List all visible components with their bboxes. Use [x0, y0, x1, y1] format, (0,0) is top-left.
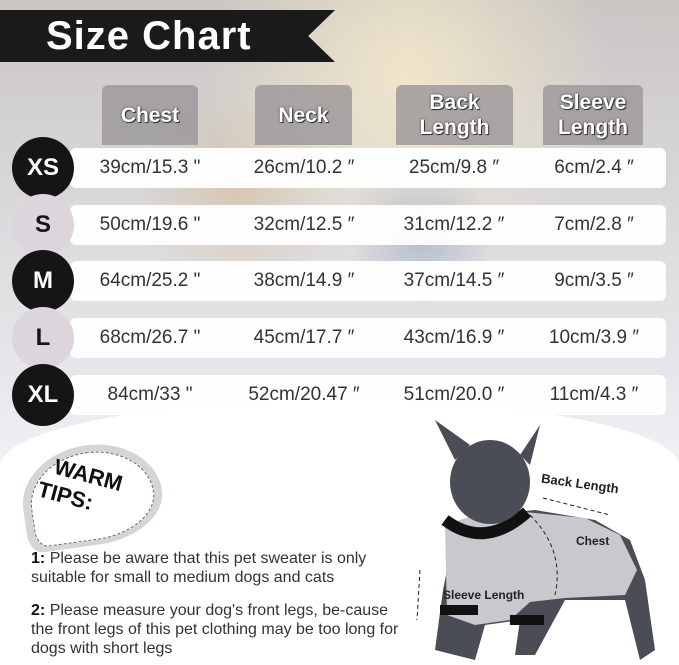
table-row: 84cm/33 " 52cm/20.47 ″ 51cm/20.0 ″ 11cm/4.3…: [70, 375, 666, 415]
cell-neck: 45cm/17.7 ″: [253, 327, 355, 348]
size-badge: XS: [12, 137, 74, 199]
cell-chest: 50cm/19.6 ": [99, 214, 201, 235]
size-badge: M: [12, 250, 74, 312]
cell-neck: 26cm/10.2 ″: [253, 157, 355, 178]
cell-chest: 64cm/25.2 ": [99, 270, 201, 291]
title: Size Chart: [46, 14, 252, 58]
dog-ears: [435, 420, 540, 465]
cuff: [510, 615, 544, 625]
cell-sleeve-length: 11cm/4.3 ″: [549, 384, 639, 405]
measure-lines: [416, 497, 611, 621]
size-badge: XL: [12, 364, 74, 426]
cell-sleeve-length: 7cm/2.8 ″: [554, 214, 634, 235]
header-sleeve-length: Sleeve Length: [543, 85, 643, 145]
label-chest: Chest: [576, 534, 610, 548]
cell-back-length: 31cm/12.2 ″: [403, 214, 505, 235]
tip-text: Please be aware that this pet sweater is…: [31, 550, 367, 586]
header-back-length: Back Length: [396, 85, 513, 145]
cell-chest: 39cm/15.3 ": [99, 157, 201, 178]
cell-sleeve-length: 9cm/3.5 ″: [554, 270, 634, 291]
cell-neck: 38cm/14.9 ″: [253, 270, 355, 291]
cell-chest: 84cm/33 ": [107, 384, 193, 405]
table-row: 64cm/25.2 " 38cm/14.9 ″ 37cm/14.5 ″ 9cm/3.5…: [70, 261, 666, 301]
header-neck: Neck: [255, 85, 352, 145]
dog-illustration: [416, 420, 655, 660]
size-badge: L: [12, 307, 74, 369]
table-row: 39cm/15.3 " 26cm/10.2 ″ 25cm/9.8 ″ 6cm/2.4 …: [70, 148, 666, 188]
tip-number: 2:: [31, 602, 46, 619]
cell-sleeve-length: 6cm/2.4 ″: [554, 157, 634, 178]
sweater-collar: [441, 507, 532, 540]
header-chest: Chest: [102, 85, 198, 145]
tip-number: 1:: [31, 550, 46, 567]
cell-neck: 32cm/12.5 ″: [253, 214, 355, 235]
cell-sleeve-length: 10cm/3.9 ″: [548, 327, 640, 348]
dog-head: [450, 440, 530, 524]
sweater: [445, 512, 637, 625]
cell-neck: 52cm/20.47 ″: [248, 384, 360, 405]
table-row: 50cm/19.6 " 32cm/12.5 ″ 31cm/12.2 ″ 7cm/2.8…: [70, 205, 666, 245]
title-banner: Size Chart: [0, 10, 335, 62]
cell-chest: 68cm/26.7 ": [99, 327, 201, 348]
cell-back-length: 43cm/16.9 ″: [403, 327, 505, 348]
cell-back-length: 37cm/14.5 ″: [403, 270, 505, 291]
cuff: [440, 605, 478, 615]
table-row: 68cm/26.7 " 45cm/17.7 ″ 43cm/16.9 ″ 10cm/3.…: [70, 318, 666, 358]
tip-text: Please measure your dog's front legs, be…: [31, 602, 399, 657]
cell-back-length: 51cm/20.0 ″: [403, 384, 505, 405]
cell-back-length: 25cm/9.8 ″: [408, 157, 500, 178]
tip-2: 2: Please measure your dog's front legs,…: [31, 601, 411, 658]
size-badge: S: [12, 194, 74, 256]
label-sleeve-length: Sleeve Length: [443, 588, 525, 602]
tip-1: 1: Please be aware that this pet sweater…: [31, 549, 411, 587]
